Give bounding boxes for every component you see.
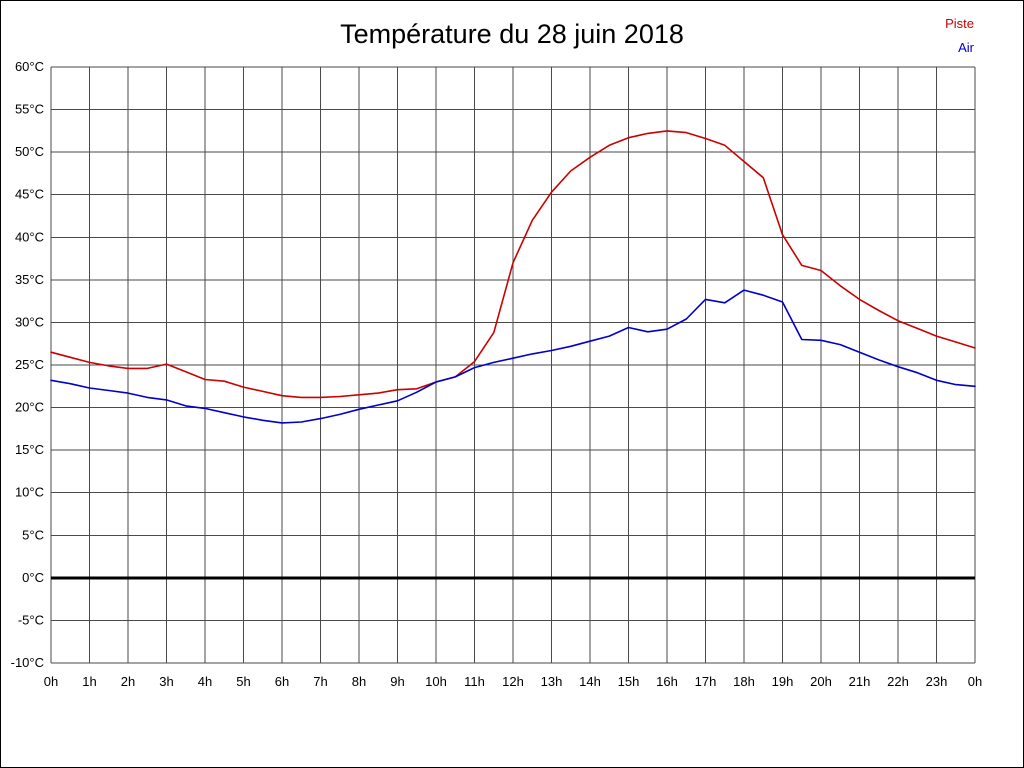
y-tick-label: 15°C [15,442,44,457]
y-tick-label: 55°C [15,102,44,117]
y-tick-label: 60°C [15,59,44,74]
y-tick-label: -5°C [18,612,44,627]
series-line-piste [50,130,976,399]
y-tick-label: -10°C [11,655,44,670]
x-tick-label: 17h [695,674,717,689]
x-tick-label: 0h [968,674,982,689]
y-tick-label: 10°C [15,485,44,500]
x-tick-label: 3h [159,674,173,689]
y-tick-label: 0°C [22,570,44,585]
x-tick-label: 2h [121,674,135,689]
x-tick-label: 21h [849,674,871,689]
y-tick-label: 50°C [15,144,44,159]
x-tick-label: 4h [198,674,212,689]
y-tick-label: 20°C [15,400,44,415]
x-tick-label: 0h [44,674,58,689]
y-tick-label: 40°C [15,229,44,244]
chart-title: Température du 28 juin 2018 [340,19,684,49]
legend-item-air: Air [958,40,974,55]
legend-item-piste: Piste [945,16,974,31]
x-tick-label: 16h [656,674,678,689]
x-tick-label: 22h [887,674,909,689]
x-tick-label: 23h [926,674,948,689]
y-tick-label: 5°C [22,527,44,542]
series-line-air [50,289,976,424]
x-tick-label: 9h [390,674,404,689]
x-tick-label: 15h [618,674,640,689]
y-tick-label: 30°C [15,314,44,329]
x-tick-label: 6h [275,674,289,689]
x-tick-label: 8h [352,674,366,689]
legend: Piste Air [945,12,974,60]
y-tick-label: 35°C [15,272,44,287]
y-tick-label: 25°C [15,357,44,372]
x-tick-label: 1h [82,674,96,689]
x-tick-label: 12h [502,674,524,689]
x-tick-label: 18h [733,674,755,689]
x-tick-label: 19h [772,674,794,689]
x-tick-label: 11h [464,674,485,689]
x-tick-label: 10h [425,674,447,689]
x-tick-label: 14h [579,674,601,689]
x-tick-label: 13h [541,674,563,689]
x-tick-label: 7h [313,674,327,689]
x-tick-label: 20h [810,674,832,689]
x-tick-label: 5h [236,674,250,689]
y-tick-label: 45°C [15,187,44,202]
